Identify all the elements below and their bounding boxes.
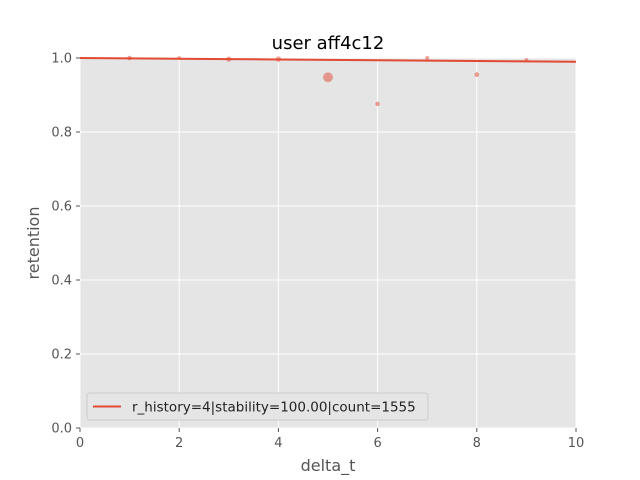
y-axis-label: retention — [24, 207, 43, 280]
x-axis-ticks: 0 2 4 6 8 10 — [76, 428, 584, 451]
y-tick-label: 0.2 — [51, 348, 72, 363]
series-line — [79, 57, 577, 63]
legend-label: r_history=4|stability=100.00|count=1555 — [132, 400, 416, 416]
x-tick-label: 2 — [175, 436, 183, 451]
scatter-point — [375, 101, 380, 107]
y-tick-label: 0.4 — [51, 274, 72, 289]
x-tick-label: 0 — [76, 436, 84, 451]
scatter-point — [474, 72, 480, 78]
y-tick-label: 0.0 — [51, 422, 72, 437]
x-tick-label: 10 — [568, 436, 585, 451]
y-tick-label: 0.8 — [51, 126, 72, 141]
plot-background — [80, 58, 576, 428]
y-tick-label: 1.0 — [51, 52, 72, 67]
legend: r_history=4|stability=100.00|count=1555 — [86, 392, 429, 421]
legend-box — [86, 392, 429, 421]
x-tick-label: 8 — [473, 436, 481, 451]
chart-title: user aff4c12 — [272, 33, 385, 54]
fitted-curve — [79, 57, 577, 63]
x-axis-label: delta_t — [301, 456, 356, 476]
scatter-point — [425, 55, 430, 61]
y-axis-ticks: 0.0 0.2 0.4 0.6 0.8 1.0 — [51, 52, 80, 437]
x-tick-label: 4 — [274, 436, 282, 451]
x-tick-label: 6 — [373, 436, 381, 451]
y-tick-label: 0.6 — [51, 200, 72, 215]
scatter-point — [323, 72, 333, 83]
